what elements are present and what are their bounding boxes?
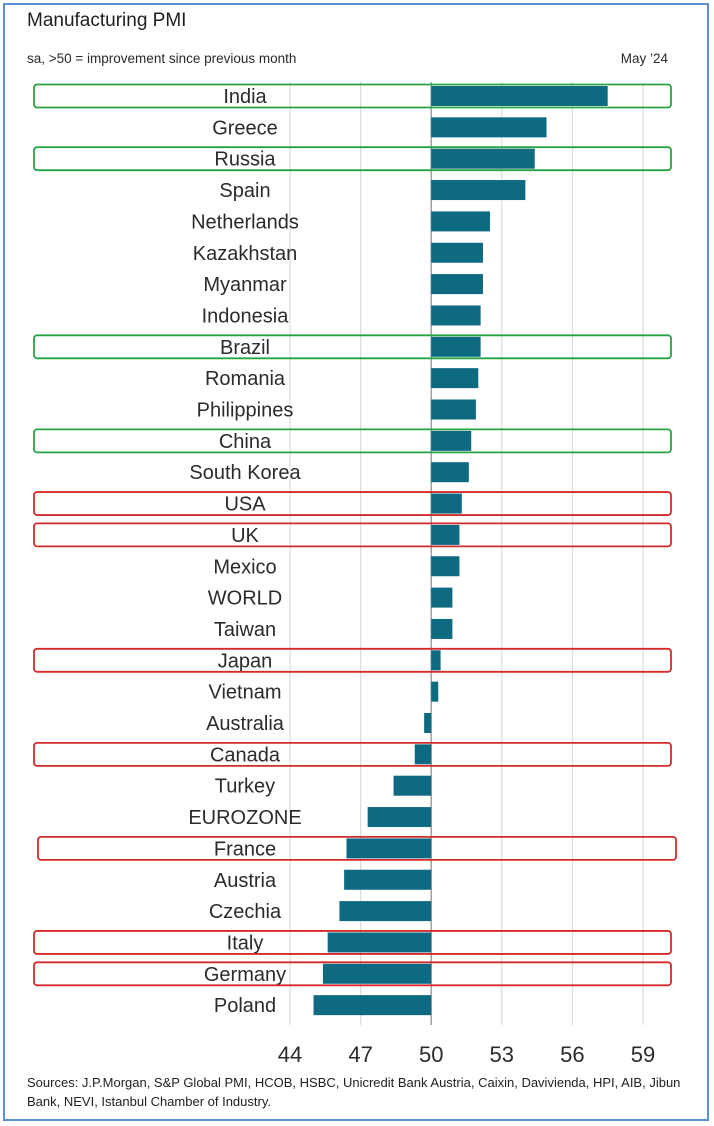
category-label: Vietnam: [208, 682, 281, 704]
chart-period: May ’24: [620, 51, 668, 66]
bar-indonesia: [431, 305, 481, 326]
highlight-box-brazil: [33, 334, 672, 360]
bar-myanmar: [431, 274, 483, 295]
bar-taiwan: [431, 618, 453, 639]
category-label: Kazakhstan: [193, 243, 298, 265]
category-label: Germany: [204, 964, 286, 986]
category-label: Brazil: [220, 337, 270, 359]
bar-china: [431, 430, 472, 451]
bar-japan: [431, 650, 441, 671]
category-label: Netherlands: [191, 211, 299, 233]
chart-subtitle: sa, >50 = improvement since previous mon…: [27, 51, 297, 66]
x-tick-label: 44: [278, 1042, 302, 1067]
highlight-box-italy: [33, 930, 672, 955]
bar-spain: [431, 180, 526, 201]
bar-germany: [322, 963, 432, 984]
category-labels: India Greece Russia Spain Netherlands Kazakhs…: [188, 86, 301, 1017]
bar-canada: [414, 744, 432, 765]
bar-greece: [431, 117, 547, 138]
bar-netherlands: [431, 211, 491, 232]
bar-kazakhstan: [431, 242, 483, 263]
bar-world: [431, 587, 453, 608]
category-label: EUROZONE: [188, 807, 301, 829]
bar-italy: [327, 932, 432, 953]
category-label: Greece: [212, 117, 278, 139]
bar-philippines: [431, 399, 476, 420]
bar-australia: [424, 713, 432, 733]
x-tick-label: 59: [631, 1042, 655, 1067]
category-label: Mexico: [213, 556, 276, 578]
bars: [313, 86, 608, 1016]
highlight-box-germany: [33, 961, 672, 987]
category-label: WORLD: [208, 588, 282, 610]
category-label: Philippines: [197, 400, 294, 422]
category-label: Australia: [206, 713, 285, 735]
category-label: Turkey: [215, 776, 275, 798]
x-axis-ticks: 44 47 50 53 56 59: [278, 1042, 655, 1067]
category-label: Italy: [227, 932, 264, 954]
highlight-box-japan: [33, 647, 672, 673]
sources-note: Sources: J.P.Morgan, S&P Global PMI, HCO…: [27, 1075, 681, 1109]
category-label: Indonesia: [202, 305, 290, 327]
x-tick-label: 53: [490, 1042, 514, 1067]
highlight-box-france: [37, 836, 677, 861]
highlight-box-uk: [33, 522, 672, 548]
bar-brazil: [431, 336, 481, 357]
bar-turkey: [393, 775, 432, 796]
bar-usa: [431, 493, 462, 514]
x-tick-label: 47: [348, 1042, 372, 1067]
bar-czechia: [339, 901, 432, 922]
category-label: Taiwan: [214, 619, 276, 641]
bar-romania: [431, 368, 479, 389]
bar-austria: [344, 869, 432, 890]
bar-mexico: [431, 556, 460, 577]
highlight-box-india: [33, 83, 672, 109]
bar-france: [346, 838, 432, 859]
category-label: Poland: [214, 995, 276, 1017]
highlight-box-canada: [33, 741, 672, 767]
category-label: Japan: [218, 650, 273, 672]
x-tick-label: 50: [419, 1042, 443, 1067]
category-label: Czechia: [209, 901, 282, 923]
gridlines: [289, 82, 644, 1025]
bar-poland: [313, 995, 432, 1016]
category-label: China: [219, 431, 272, 453]
x-tick-label: 56: [560, 1042, 584, 1067]
bar-uk: [431, 524, 460, 545]
category-label: Spain: [219, 180, 270, 202]
highlight-boxes: [33, 83, 677, 987]
bar-vietnam: [431, 681, 439, 702]
category-label: South Korea: [189, 462, 301, 484]
bar-india: [431, 86, 608, 106]
category-label: India: [223, 86, 267, 108]
bar-south-korea: [431, 462, 469, 483]
category-label: Myanmar: [203, 274, 287, 296]
highlight-box-russia: [33, 146, 672, 172]
category-label: Austria: [214, 870, 277, 892]
highlight-box-china: [33, 428, 672, 454]
category-label: Romania: [205, 368, 286, 390]
category-label: Canada: [210, 744, 281, 766]
bar-eurozone: [367, 807, 432, 828]
chart-title: Manufacturing PMI: [27, 10, 187, 31]
category-label: UK: [231, 525, 259, 547]
category-label: Russia: [214, 149, 276, 171]
bar-russia: [431, 148, 535, 169]
category-label: USA: [224, 494, 266, 516]
highlight-box-usa: [33, 491, 672, 516]
category-label: France: [214, 838, 276, 860]
